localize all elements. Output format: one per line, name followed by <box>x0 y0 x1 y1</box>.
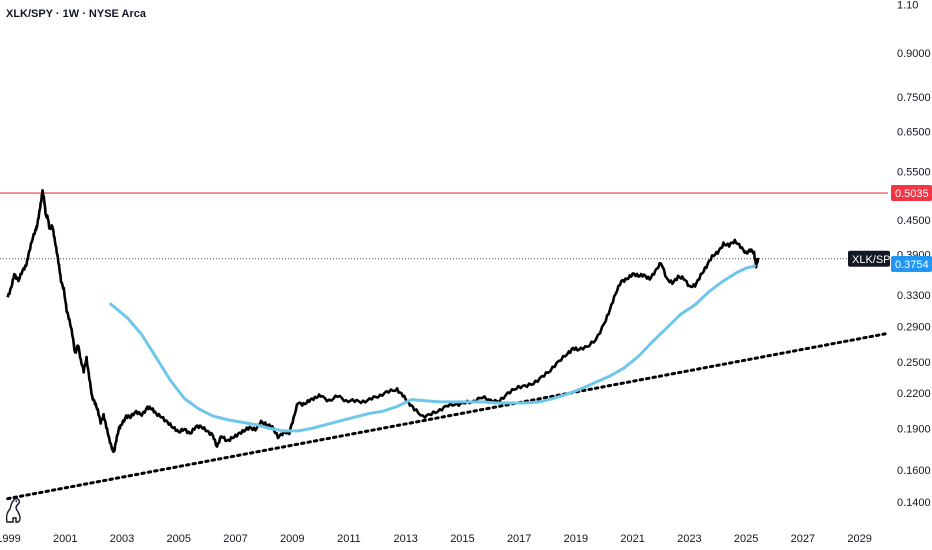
chart-title: XLK/SPY · 1W · NYSE Arca <box>6 8 146 20</box>
y-tick-label: 0.5500 <box>897 167 931 179</box>
y-tick-label: 0.6500 <box>897 126 931 138</box>
symbol-badge: XLK/SPY <box>848 250 899 267</box>
support-trendline[interactable] <box>6 332 887 501</box>
svg-text:0.3754: 0.3754 <box>895 259 929 271</box>
series-moving-average[interactable] <box>109 264 757 433</box>
x-tick-label: 2023 <box>677 533 701 545</box>
y-tick-label: 1.10 <box>897 0 918 11</box>
series-layer <box>6 188 760 454</box>
y-tick-label: 0.2900 <box>897 321 931 333</box>
y-tick-label: 0.1900 <box>897 423 931 435</box>
x-tick-label: 2019 <box>564 533 588 545</box>
x-tick-label: 2011 <box>337 533 361 545</box>
series-xlk-spy[interactable] <box>6 188 760 454</box>
y-tick-label: 0.9000 <box>897 48 931 60</box>
x-tick-label: 2005 <box>166 533 190 545</box>
x-tick-label: 2017 <box>507 533 531 545</box>
y-tick-label: 0.3300 <box>897 290 931 302</box>
x-tick-label: 2025 <box>734 533 758 545</box>
ma-value-badge: 0.3754 <box>891 255 932 272</box>
x-tick-label: 2009 <box>280 533 304 545</box>
x-tick-label: 1999 <box>0 533 21 545</box>
x-tick-label: 2021 <box>620 533 644 545</box>
y-tick-label: 0.4500 <box>897 215 931 227</box>
x-tick-label: 2015 <box>450 533 474 545</box>
reference-lines-layer <box>0 192 888 501</box>
svg-text:XLK/SPY: XLK/SPY <box>852 254 899 266</box>
tradingview-logo-icon[interactable] <box>3 497 25 523</box>
x-tick-label: 2029 <box>847 533 871 545</box>
x-tick-label: 2007 <box>223 533 247 545</box>
x-tick-label: 2027 <box>791 533 815 545</box>
y-tick-label: 0.2500 <box>897 357 931 369</box>
y-tick-label: 0.7500 <box>897 92 931 104</box>
resistance-price-badge: 0.5035 <box>891 185 932 202</box>
y-axis[interactable]: 1.100.90000.75000.65000.55000.45000.3900… <box>897 0 931 509</box>
svg-text:0.5035: 0.5035 <box>895 188 929 200</box>
y-tick-label: 0.2200 <box>897 388 931 400</box>
x-tick-label: 2001 <box>53 533 77 545</box>
x-tick-label: 2003 <box>110 533 134 545</box>
y-tick-label: 0.1400 <box>897 497 931 509</box>
x-tick-label: 2013 <box>393 533 417 545</box>
y-tick-label: 0.1600 <box>897 465 931 477</box>
x-axis[interactable]: 1999 2001 2003 2005 2007 2009 2011 2013 2015 2017… <box>0 533 872 545</box>
